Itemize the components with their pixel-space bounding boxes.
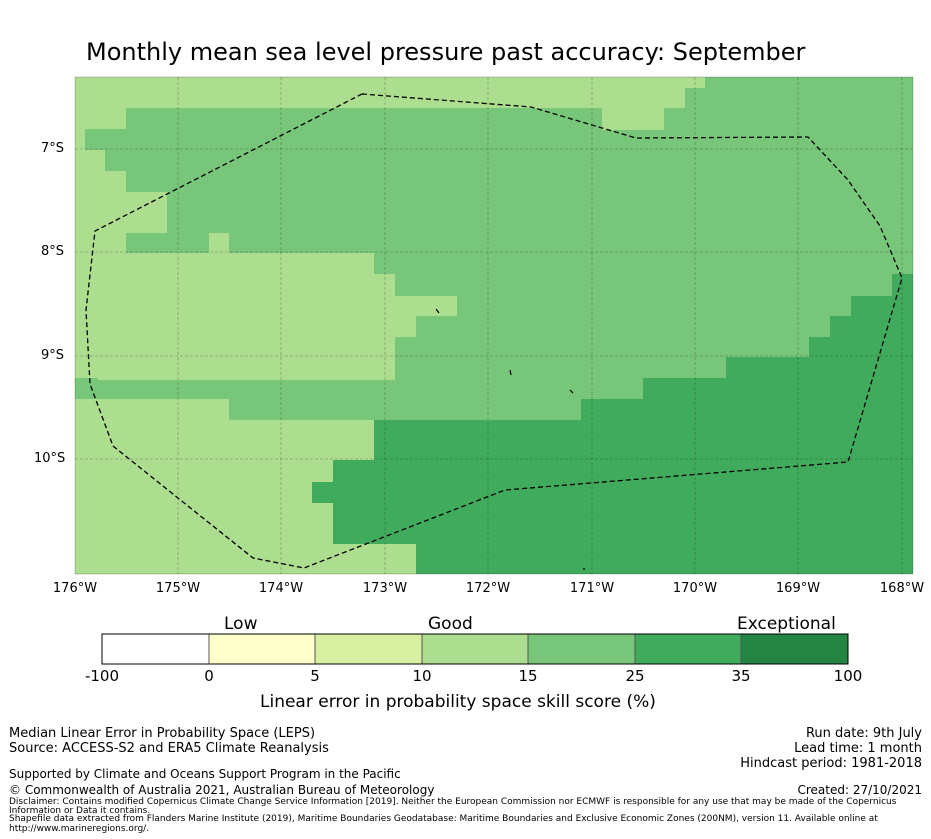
lon-tick-label: 169°W	[775, 581, 821, 596]
copyright-text: © Commonwealth of Australia 2021, Austra…	[9, 783, 435, 797]
colorbar-segment-35-100	[741, 634, 848, 664]
colorbar-segment-15-25	[528, 634, 635, 664]
disclaimer-line-1: Disclaimer: Contains modified Copernicus…	[9, 797, 897, 807]
lon-tick-label: 176°W	[52, 581, 98, 596]
colorbar	[101, 633, 849, 665]
colorbar-tick-label: -100	[84, 667, 120, 685]
method-text: Median Linear Error in Probability Space…	[9, 726, 316, 741]
run-date-text: Run date: 9th July	[805, 726, 922, 741]
colorbar-tick-label: 25	[625, 667, 645, 685]
colorbar-tick-label: 0	[204, 667, 214, 685]
island-markers	[435, 308, 585, 570]
eez-boundary	[85, 93, 903, 569]
lon-tick-label: 175°W	[155, 581, 201, 596]
source-text: Source: ACCESS-S2 and ERA5 Climate Reana…	[9, 741, 329, 756]
hindcast-period-text: Hindcast period: 1981-2018	[740, 756, 922, 771]
colorbar-tick-label: 5	[310, 667, 320, 685]
disclaimer-line-2: Information or Data it contains.	[9, 806, 151, 816]
lat-tick-label: 7°S	[41, 141, 65, 156]
lon-tick-label: 168°W	[879, 581, 925, 596]
lon-tick-label: 170°W	[672, 581, 718, 596]
skill-region-25-35	[312, 274, 913, 574]
lat-tick-label: 10°S	[34, 451, 66, 466]
created-date-text: Created: 27/10/2021	[797, 783, 922, 797]
colorbar-tick-label: 35	[731, 667, 751, 685]
lon-tick-label: 172°W	[465, 581, 511, 596]
lon-tick-label: 174°W	[258, 581, 304, 596]
colorbar-axis-label: Linear error in probability space skill …	[260, 692, 656, 712]
colorbar-category-good: Good	[428, 614, 473, 634]
colorbar-segment-neg100-0	[102, 634, 209, 664]
lead-time-text: Lead time: 1 month	[794, 741, 922, 756]
map-frame	[74, 76, 914, 575]
map-gridlines	[75, 77, 913, 574]
lon-tick-label: 173°W	[362, 581, 408, 596]
colorbar-category-exceptional: Exceptional	[737, 614, 836, 634]
chart-title: Monthly mean sea level pressure past acc…	[86, 38, 806, 66]
shapefile-line-2: http://www.marineregions.org/.	[9, 824, 150, 834]
lon-tick-label: 171°W	[569, 581, 615, 596]
colorbar-category-low: Low	[224, 614, 258, 634]
colorbar-segment-0-5	[209, 634, 315, 664]
shapefile-line-1: Shapefile data extracted from Flanders M…	[9, 814, 878, 824]
colorbar-segment-25-35	[635, 634, 741, 664]
colorbar-tick-label: 100	[833, 667, 863, 685]
colorbar-tick-label: 10	[412, 667, 432, 685]
colorbar-segment-5-10	[315, 634, 422, 664]
lat-tick-label: 9°S	[41, 348, 65, 363]
colorbar-segment-10-15	[422, 634, 528, 664]
support-text: Supported by Climate and Oceans Support …	[9, 767, 401, 781]
lat-tick-label: 8°S	[41, 244, 65, 259]
colorbar-tick-label: 15	[518, 667, 538, 685]
